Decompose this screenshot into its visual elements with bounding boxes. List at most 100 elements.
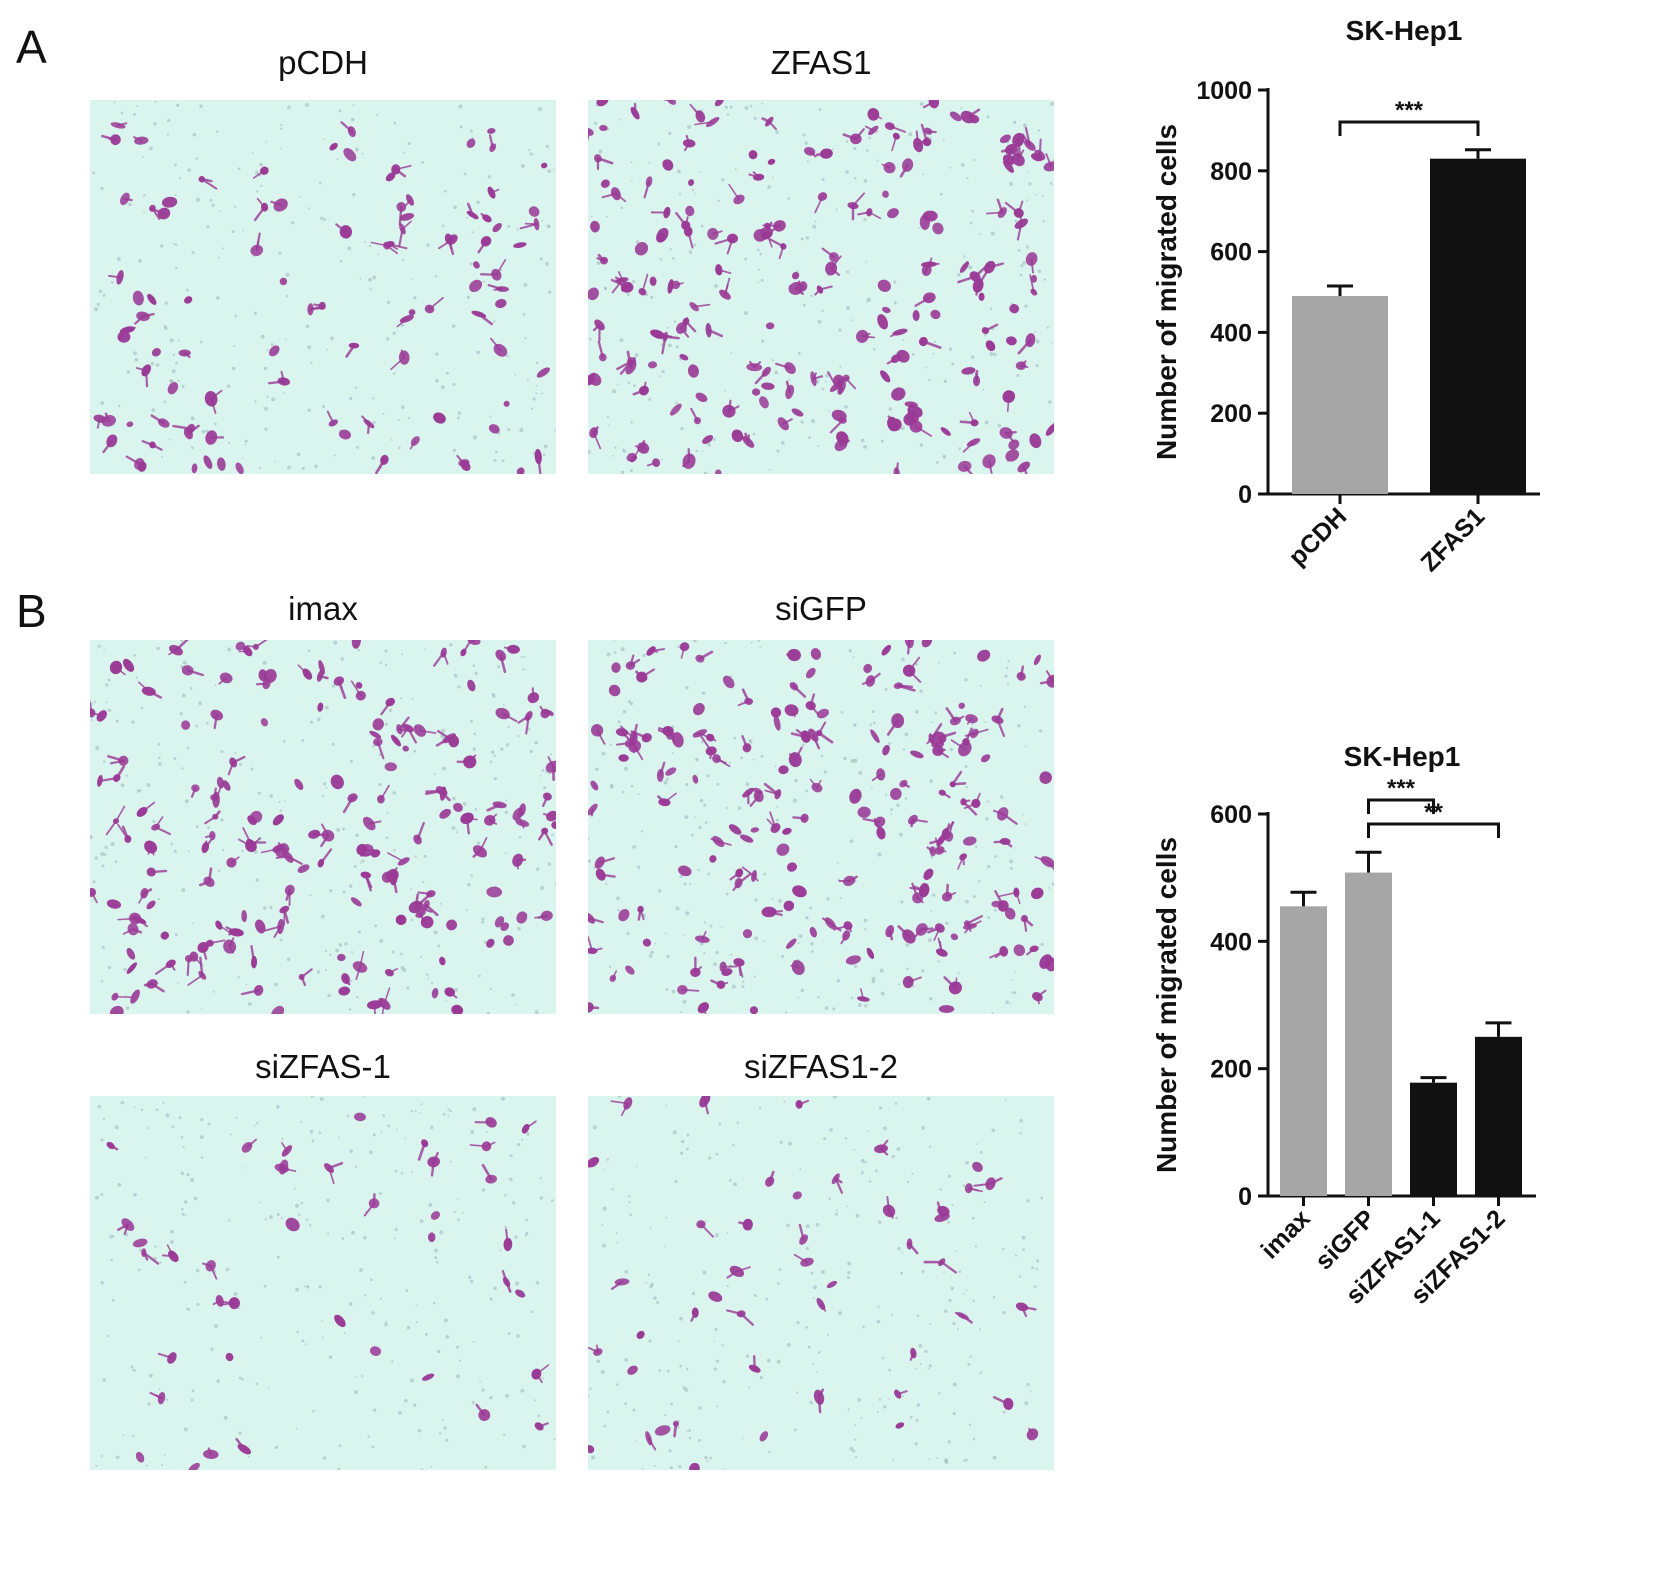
membrane-pore: [524, 337, 527, 340]
stained-cell: [695, 392, 708, 403]
membrane-pore: [159, 1261, 162, 1264]
membrane-pore: [828, 410, 831, 413]
stained-cell: [539, 705, 550, 719]
membrane-pore: [456, 416, 460, 420]
membrane-pore: [163, 324, 167, 328]
membrane-pore: [793, 1428, 797, 1432]
membrane-pore: [733, 736, 737, 740]
membrane-pore: [942, 454, 947, 459]
membrane-pore: [169, 338, 174, 343]
stained-cell: [832, 921, 853, 933]
stained-cell: [1008, 439, 1020, 450]
membrane-pore: [602, 1206, 607, 1211]
membrane-pore: [881, 1356, 885, 1360]
membrane-pore: [744, 311, 748, 316]
stained-cell: [789, 682, 807, 698]
membrane-pore: [486, 1011, 491, 1014]
stained-cell: [891, 132, 900, 152]
membrane-pore: [325, 705, 329, 710]
stained-cell: [146, 900, 156, 910]
stained-cell: [741, 866, 759, 882]
stained-cell: [746, 360, 763, 372]
membrane-pore: [716, 782, 720, 786]
membrane-pore: [880, 439, 884, 443]
stained-cell: [954, 1311, 973, 1324]
stained-cell: [1005, 449, 1020, 462]
membrane-pore: [489, 760, 493, 764]
stained-cell: [815, 721, 834, 744]
membrane-pore: [619, 118, 622, 121]
stained-cell: [926, 846, 937, 857]
micrograph-title-imax: imax: [288, 590, 358, 627]
membrane-pore: [294, 1203, 299, 1208]
membrane-pore: [847, 1271, 851, 1275]
membrane-pore: [915, 1418, 919, 1422]
membrane-pore: [111, 1299, 115, 1302]
membrane-pore: [227, 441, 231, 445]
membrane-pore: [860, 1417, 863, 1420]
stained-cell: [596, 100, 609, 107]
stained-cell: [972, 1161, 983, 1172]
membrane-pore: [363, 1235, 367, 1240]
membrane-pore: [589, 1387, 592, 1391]
membrane-pore: [481, 917, 485, 921]
membrane-pore: [344, 942, 348, 946]
membrane-pore: [195, 197, 200, 202]
membrane-pore: [508, 1177, 513, 1182]
stained-cell: [480, 212, 492, 223]
membrane-pore: [766, 1358, 771, 1363]
stained-cell: [202, 1260, 218, 1280]
membrane-pore: [821, 178, 825, 182]
membrane-pore: [307, 345, 312, 350]
membrane-pore: [749, 740, 753, 744]
membrane-pore: [768, 1450, 771, 1454]
membrane-pore: [724, 390, 726, 393]
membrane-pore: [435, 378, 439, 383]
membrane-pore: [812, 1285, 817, 1290]
stained-cell: [515, 1289, 526, 1298]
membrane-pore: [982, 388, 985, 391]
membrane-pore: [251, 151, 254, 154]
membrane-pore: [929, 1322, 932, 1325]
membrane-pore: [947, 1220, 950, 1224]
membrane-pore: [428, 1202, 433, 1207]
membrane-pore: [648, 954, 653, 958]
membrane-pore: [706, 774, 710, 778]
stained-cell: [401, 723, 418, 744]
membrane-pore: [836, 978, 841, 983]
membrane-pore: [855, 1213, 860, 1218]
membrane-pore: [736, 1121, 739, 1125]
membrane-pore: [285, 294, 289, 298]
membrane-pore: [1019, 1132, 1022, 1135]
stained-cell: [882, 1195, 896, 1219]
stained-cell: [1002, 390, 1016, 413]
membrane-pore: [507, 1332, 511, 1335]
membrane-pore: [137, 1268, 141, 1272]
membrane-pore: [516, 228, 519, 231]
membrane-pore: [419, 1219, 424, 1224]
stained-cell: [1025, 252, 1038, 274]
membrane-pore: [469, 262, 473, 266]
stained-cell: [763, 782, 782, 800]
stained-cell: [495, 707, 518, 723]
membrane-pore: [606, 1158, 610, 1161]
membrane-pore: [554, 429, 556, 432]
membrane-pore: [861, 795, 863, 798]
membrane-pore: [310, 361, 313, 365]
membrane-pore: [609, 965, 612, 969]
bar: [1280, 906, 1327, 1196]
membrane-pore: [414, 1110, 417, 1113]
membrane-pore: [275, 1105, 280, 1109]
membrane-pore: [307, 649, 311, 653]
membrane-pore: [253, 311, 257, 315]
membrane-pore: [776, 449, 780, 453]
stained-cell: [204, 389, 223, 414]
membrane-pore: [100, 401, 105, 405]
stained-cell: [384, 968, 399, 977]
membrane-pore: [853, 177, 857, 180]
membrane-pore: [489, 415, 492, 418]
membrane-pore: [592, 1125, 597, 1130]
stained-cell: [109, 660, 126, 676]
membrane-pore: [295, 1427, 298, 1430]
stained-cell: [391, 164, 412, 178]
